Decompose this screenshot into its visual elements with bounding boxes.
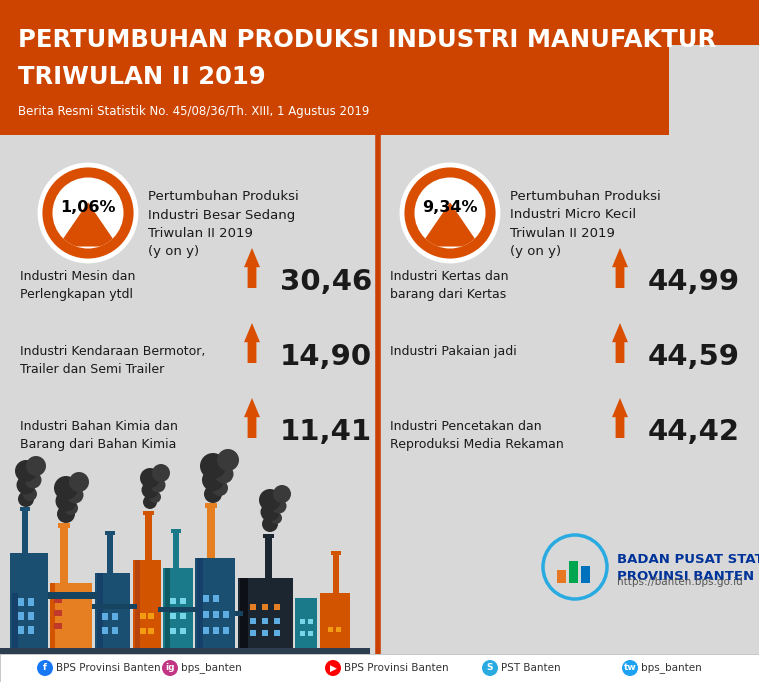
FancyBboxPatch shape	[102, 613, 108, 620]
FancyBboxPatch shape	[0, 0, 759, 135]
Text: Pertumbuhan Produksi
Industri Micro Kecil
Triwulan II 2019
(y on y): Pertumbuhan Produksi Industri Micro Keci…	[510, 190, 661, 258]
Text: 44,99: 44,99	[648, 268, 740, 296]
Circle shape	[55, 490, 77, 512]
Polygon shape	[58, 203, 118, 246]
Text: 14,90: 14,90	[280, 343, 372, 371]
FancyBboxPatch shape	[569, 561, 578, 583]
Text: bps_banten: bps_banten	[181, 662, 242, 673]
FancyBboxPatch shape	[203, 627, 209, 634]
FancyBboxPatch shape	[102, 627, 108, 634]
Text: Berita Resmi Statistik No. 45/08/36/Th. XIII, 1 Agustus 2019: Berita Resmi Statistik No. 45/08/36/Th. …	[18, 105, 370, 118]
FancyBboxPatch shape	[28, 598, 34, 606]
Circle shape	[270, 512, 282, 524]
Circle shape	[262, 516, 278, 532]
FancyBboxPatch shape	[250, 630, 256, 636]
Circle shape	[140, 468, 160, 488]
FancyBboxPatch shape	[145, 515, 152, 560]
Circle shape	[204, 485, 222, 503]
FancyBboxPatch shape	[133, 560, 161, 648]
Polygon shape	[612, 398, 628, 438]
FancyBboxPatch shape	[238, 578, 293, 648]
FancyBboxPatch shape	[262, 630, 268, 636]
Text: Industri Mesin dan
Perlengkapan ytdl: Industri Mesin dan Perlengkapan ytdl	[20, 270, 135, 301]
FancyBboxPatch shape	[0, 648, 370, 654]
FancyBboxPatch shape	[669, 45, 759, 135]
Circle shape	[23, 487, 37, 501]
FancyBboxPatch shape	[300, 631, 305, 636]
Circle shape	[217, 449, 239, 471]
FancyBboxPatch shape	[165, 568, 170, 648]
Text: 11,41: 11,41	[280, 418, 372, 446]
Text: 44,59: 44,59	[648, 343, 740, 371]
FancyBboxPatch shape	[308, 631, 313, 636]
Polygon shape	[244, 398, 260, 438]
Circle shape	[325, 660, 341, 676]
Polygon shape	[612, 323, 628, 363]
Circle shape	[24, 471, 42, 488]
FancyBboxPatch shape	[163, 568, 193, 648]
FancyBboxPatch shape	[197, 558, 203, 648]
Text: ▶: ▶	[329, 664, 336, 672]
FancyBboxPatch shape	[263, 534, 274, 538]
FancyBboxPatch shape	[10, 553, 48, 648]
FancyBboxPatch shape	[54, 610, 62, 616]
FancyBboxPatch shape	[48, 592, 98, 599]
FancyBboxPatch shape	[250, 604, 256, 610]
Text: Industri Kendaraan Bermotor,
Trailer dan Semi Trailer: Industri Kendaraan Bermotor, Trailer dan…	[20, 345, 206, 376]
FancyBboxPatch shape	[95, 573, 130, 648]
FancyBboxPatch shape	[274, 604, 280, 610]
FancyBboxPatch shape	[203, 611, 209, 618]
Circle shape	[54, 476, 78, 500]
Text: PST Banten: PST Banten	[501, 663, 561, 673]
Text: 30,46: 30,46	[280, 268, 372, 296]
Circle shape	[15, 460, 37, 482]
FancyBboxPatch shape	[28, 626, 34, 634]
Circle shape	[141, 481, 159, 499]
Text: Industri Bahan Kimia dan
Barang dari Bahan Kimia: Industri Bahan Kimia dan Barang dari Bah…	[20, 420, 178, 451]
FancyBboxPatch shape	[262, 618, 268, 624]
FancyBboxPatch shape	[300, 619, 305, 624]
Text: Industri Pakaian jadi: Industri Pakaian jadi	[390, 345, 517, 358]
Text: 9,34%: 9,34%	[422, 200, 477, 215]
FancyBboxPatch shape	[262, 604, 268, 610]
FancyBboxPatch shape	[18, 612, 24, 620]
Text: BPS Provinsi Banten: BPS Provinsi Banten	[56, 663, 161, 673]
Circle shape	[69, 472, 89, 492]
FancyBboxPatch shape	[205, 503, 217, 508]
Text: ig: ig	[165, 664, 175, 672]
FancyBboxPatch shape	[140, 628, 146, 634]
FancyBboxPatch shape	[97, 573, 103, 648]
Polygon shape	[612, 248, 628, 288]
FancyBboxPatch shape	[333, 555, 339, 593]
FancyBboxPatch shape	[58, 523, 70, 528]
FancyBboxPatch shape	[308, 619, 313, 624]
FancyBboxPatch shape	[180, 628, 186, 634]
FancyBboxPatch shape	[112, 627, 118, 634]
Circle shape	[202, 469, 224, 491]
Text: TRIWULAN II 2019: TRIWULAN II 2019	[18, 65, 266, 89]
FancyBboxPatch shape	[250, 618, 256, 624]
FancyBboxPatch shape	[265, 538, 272, 578]
Circle shape	[143, 495, 157, 509]
FancyBboxPatch shape	[107, 535, 113, 573]
Text: Pertumbuhan Produksi
Industri Besar Sedang
Triwulan II 2019
(y on y): Pertumbuhan Produksi Industri Besar Seda…	[148, 190, 299, 258]
Circle shape	[57, 505, 75, 523]
FancyBboxPatch shape	[180, 613, 186, 619]
FancyBboxPatch shape	[223, 611, 229, 618]
Circle shape	[26, 456, 46, 476]
FancyBboxPatch shape	[0, 654, 759, 682]
Text: tw: tw	[624, 664, 636, 672]
FancyBboxPatch shape	[148, 628, 154, 634]
FancyBboxPatch shape	[60, 528, 68, 583]
FancyBboxPatch shape	[207, 508, 215, 558]
FancyBboxPatch shape	[213, 595, 219, 602]
Text: PERTUMBUHAN PRODUKSI INDUSTRI MANUFAKTUR: PERTUMBUHAN PRODUKSI INDUSTRI MANUFAKTUR	[18, 28, 716, 52]
FancyBboxPatch shape	[28, 612, 34, 620]
FancyBboxPatch shape	[158, 607, 198, 612]
Circle shape	[402, 165, 498, 261]
Circle shape	[272, 499, 286, 514]
Circle shape	[40, 165, 136, 261]
FancyBboxPatch shape	[54, 597, 62, 603]
Polygon shape	[244, 248, 260, 288]
